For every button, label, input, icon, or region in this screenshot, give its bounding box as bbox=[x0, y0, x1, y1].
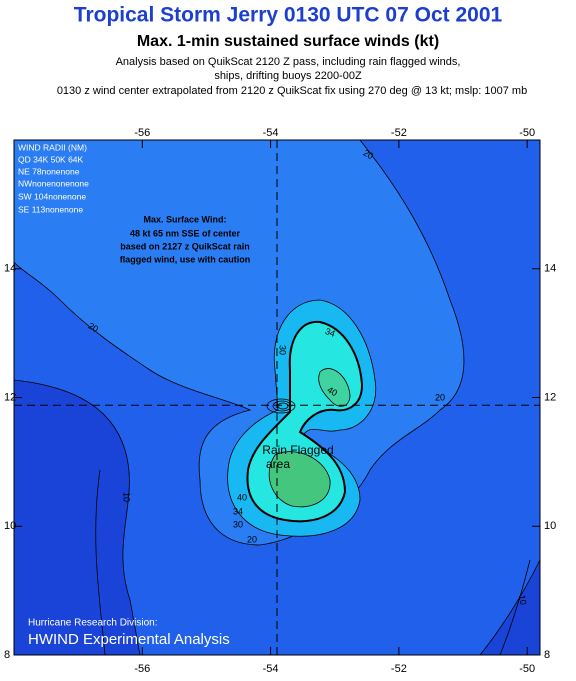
subtitle: Max. 1-min sustained surface winds (kt) bbox=[137, 33, 439, 50]
x-tick-label: -54 bbox=[263, 663, 279, 675]
x-tick-label: -56 bbox=[134, 663, 150, 675]
radii-row: SE 113nonenone bbox=[18, 204, 83, 214]
y-tick-label: 14 bbox=[4, 263, 16, 275]
y-tick-label: 10 bbox=[544, 520, 556, 532]
footer-line: Hurricane Research Division: bbox=[28, 618, 158, 629]
rain-flag-label: area bbox=[266, 457, 290, 471]
contour-label: 30 bbox=[278, 345, 288, 355]
y-tick-label: 10 bbox=[4, 520, 16, 532]
x-tick-label: -50 bbox=[519, 663, 535, 675]
contour-label: 20 bbox=[86, 321, 100, 335]
annotation-line: flagged wind, use with caution bbox=[120, 254, 251, 264]
contour-label: 40 bbox=[237, 492, 247, 502]
radii-title: WIND RADII (NM) bbox=[18, 142, 87, 152]
contour-label: 20 bbox=[361, 148, 375, 162]
info-line: ships, drifting buoys 2200-00Z bbox=[214, 70, 362, 82]
y-tick-label: 8 bbox=[4, 649, 10, 661]
y-tick-label: 12 bbox=[544, 391, 556, 403]
annotation-line: 48 kt 65 nm SSE of center bbox=[130, 228, 241, 238]
x-tick-label: -56 bbox=[134, 127, 150, 139]
contour-label: 34 bbox=[324, 326, 337, 339]
wind-field bbox=[13, 139, 541, 656]
contour-label: 30 bbox=[233, 519, 243, 529]
radii-row: NE 78nonenone bbox=[18, 166, 80, 176]
contour-label: 10 bbox=[122, 492, 132, 502]
contour-label: 40 bbox=[325, 385, 339, 399]
annotation-line: Max. Surface Wind: bbox=[144, 214, 227, 224]
annotation-line: based on 2127 z QuikScat rain bbox=[120, 241, 250, 251]
radii-row: SW 104nonenone bbox=[18, 191, 86, 201]
x-tick-label: -52 bbox=[391, 663, 407, 675]
title: Tropical Storm Jerry 0130 UTC 07 Oct 200… bbox=[74, 4, 503, 27]
x-tick-label: -50 bbox=[519, 127, 535, 139]
radii-row: NWnonenonenone bbox=[18, 178, 89, 188]
annotation: Max. Surface Wind: 48 kt 65 nm SSE of ce… bbox=[120, 214, 251, 264]
rain-flag-label: Rain Flagged bbox=[262, 443, 333, 457]
contour-label: 34 bbox=[233, 506, 243, 516]
y-tick-label: 12 bbox=[4, 391, 16, 403]
wind-radii: WIND RADII (NM) QD 34K 50K 64K NE 78none… bbox=[18, 142, 89, 214]
x-tick-label: -54 bbox=[263, 127, 279, 139]
contour-label: 20 bbox=[247, 534, 257, 544]
footer-line: HWIND Experimental Analysis bbox=[28, 631, 230, 648]
info-line: 0130 z wind center extrapolated from 212… bbox=[57, 85, 527, 97]
y-tick-label: 14 bbox=[544, 263, 556, 275]
radii-row: QD 34K 50K 64K bbox=[18, 154, 84, 164]
contour-label: 20 bbox=[435, 392, 445, 402]
y-tick-label: 8 bbox=[544, 649, 550, 661]
contour-label: 10 bbox=[517, 594, 529, 606]
info-line: Analysis based on QuikScat 2120 Z pass, … bbox=[116, 56, 461, 68]
x-tick-label: -52 bbox=[391, 127, 407, 139]
